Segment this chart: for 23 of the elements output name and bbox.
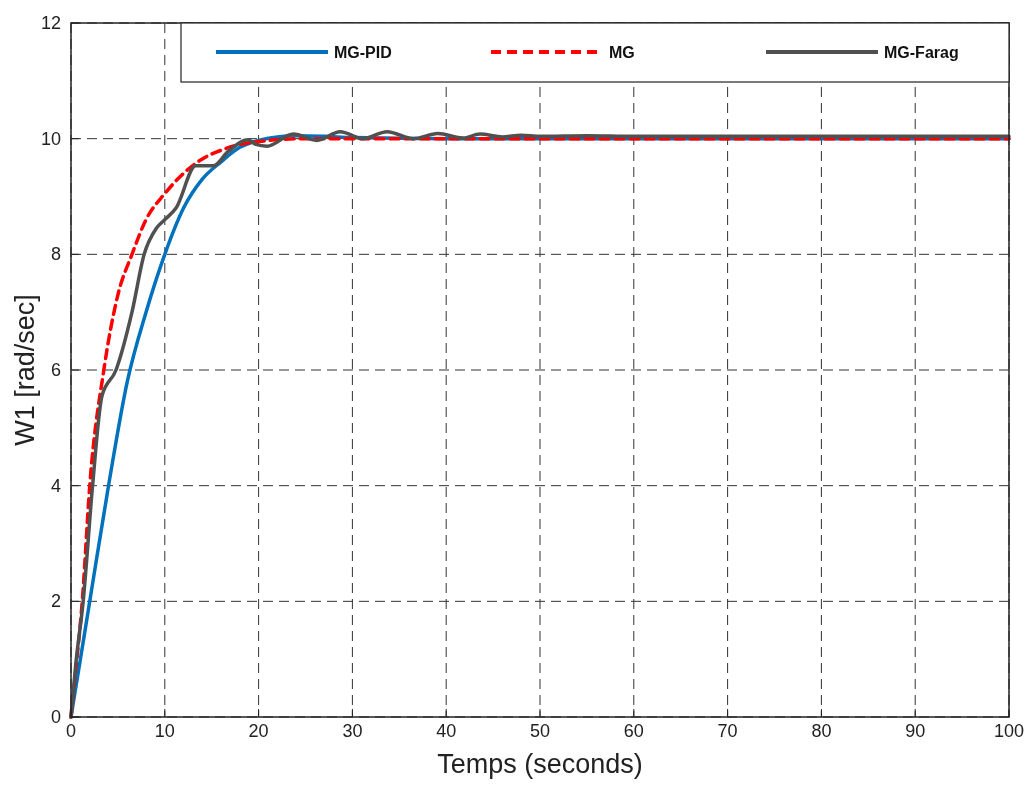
x-tick-label: 50 <box>529 721 551 741</box>
x-tick-label: 40 <box>436 721 457 741</box>
y-tick-label: 0 <box>50 707 61 727</box>
y-tick-label: 2 <box>50 591 61 612</box>
y-axis-title: W1 [rad/sec] <box>10 294 40 446</box>
x-tick-label: 60 <box>623 721 644 741</box>
legend-label: MG-PID <box>334 44 392 61</box>
x-tick-label: 100 <box>993 721 1025 741</box>
y-tick-label: 8 <box>50 244 61 265</box>
y-tick-label: 10 <box>40 128 61 149</box>
x-tick-label: 30 <box>342 721 363 741</box>
y-tick-label: 6 <box>50 360 61 380</box>
x-tick-label: 80 <box>811 721 832 741</box>
y-tick-label: 4 <box>50 475 61 496</box>
x-tick-label: 70 <box>717 721 738 741</box>
x-tick-label: 0 <box>65 721 77 741</box>
x-tick-label: 90 <box>905 721 926 741</box>
x-axis-title: Temps (seconds) <box>437 749 643 779</box>
x-tick-label: 10 <box>154 721 175 741</box>
y-tick-label: 12 <box>40 13 61 33</box>
x-tick-label: 20 <box>248 721 269 741</box>
legend-label: MG-Farag <box>884 44 959 61</box>
legend-label: MG <box>609 44 635 61</box>
